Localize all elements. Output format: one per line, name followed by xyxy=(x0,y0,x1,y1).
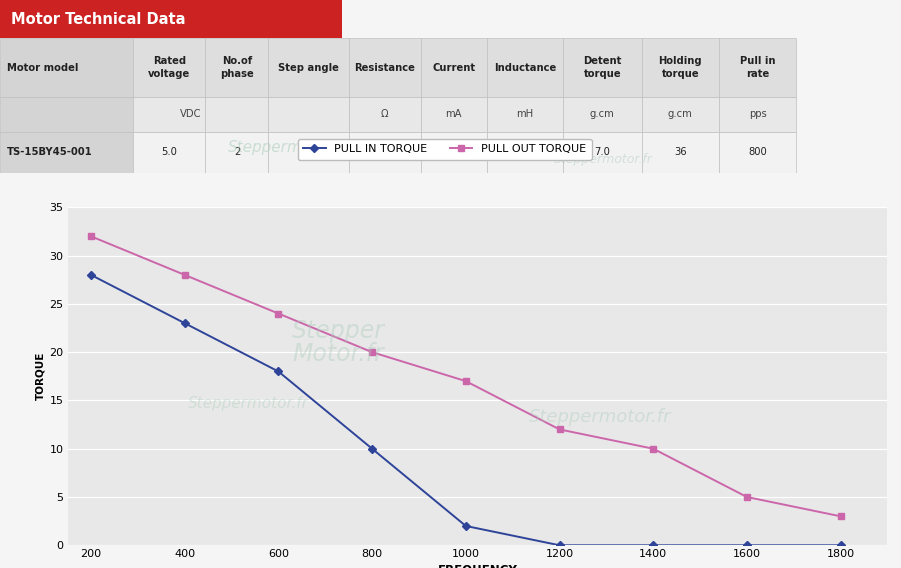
Text: Detent
torque: Detent torque xyxy=(583,56,622,79)
Text: TS-15BY45-001: TS-15BY45-001 xyxy=(7,148,93,157)
Text: 10: 10 xyxy=(378,148,391,157)
Text: Holding
torque: Holding torque xyxy=(659,56,702,79)
Text: Motor model: Motor model xyxy=(7,62,78,73)
Bar xyxy=(563,38,642,97)
Text: Steppermotor.fr: Steppermotor.fr xyxy=(228,140,349,154)
PULL OUT TORQUE xyxy=(367,349,378,356)
PULL OUT TORQUE xyxy=(648,445,659,452)
Text: Steppermotor.fr: Steppermotor.fr xyxy=(529,408,672,426)
Bar xyxy=(268,97,349,132)
Text: 7.0: 7.0 xyxy=(595,148,610,157)
PULL OUT TORQUE xyxy=(835,513,846,520)
Text: No.of
phase: No.of phase xyxy=(220,56,254,79)
Text: 36: 36 xyxy=(674,148,687,157)
Bar xyxy=(205,97,268,132)
Bar xyxy=(421,38,487,97)
Bar xyxy=(0,132,133,173)
Bar xyxy=(642,38,719,97)
Bar xyxy=(133,38,205,97)
Bar xyxy=(205,38,268,97)
Bar xyxy=(133,132,205,173)
PULL IN TORQUE xyxy=(273,368,284,375)
Line: PULL OUT TORQUE: PULL OUT TORQUE xyxy=(88,233,843,520)
X-axis label: FREQUENCY: FREQUENCY xyxy=(438,563,517,568)
PULL OUT TORQUE xyxy=(554,426,565,433)
PULL IN TORQUE xyxy=(86,272,96,278)
Text: g.cm: g.cm xyxy=(590,109,614,119)
Text: 5.0: 5.0 xyxy=(161,148,177,157)
Bar xyxy=(205,132,268,173)
Bar xyxy=(487,38,563,97)
Bar xyxy=(642,132,719,173)
Text: 18°: 18° xyxy=(300,148,317,157)
Text: 800: 800 xyxy=(749,148,767,157)
PULL OUT TORQUE xyxy=(460,378,471,385)
Bar xyxy=(719,97,796,132)
PULL IN TORQUE xyxy=(835,542,846,549)
Text: Steppermotor.fr: Steppermotor.fr xyxy=(554,153,653,166)
PULL IN TORQUE xyxy=(742,542,752,549)
PULL IN TORQUE xyxy=(179,320,190,327)
Bar xyxy=(563,132,642,173)
Bar xyxy=(642,97,719,132)
Text: 3: 3 xyxy=(522,148,528,157)
Text: VDC: VDC xyxy=(179,109,201,119)
Bar xyxy=(487,132,563,173)
Text: pps: pps xyxy=(749,109,767,119)
Bar xyxy=(0,0,342,38)
Bar xyxy=(349,97,421,132)
Text: Pull in
rate: Pull in rate xyxy=(740,56,776,79)
Bar xyxy=(268,132,349,173)
Bar xyxy=(719,132,796,173)
Bar xyxy=(421,132,487,173)
PULL OUT TORQUE xyxy=(86,233,96,240)
Text: Step angle: Step angle xyxy=(278,62,339,73)
PULL IN TORQUE xyxy=(460,523,471,529)
Bar xyxy=(349,38,421,97)
Bar xyxy=(421,97,487,132)
Text: mH: mH xyxy=(516,109,533,119)
Bar xyxy=(563,97,642,132)
Bar xyxy=(133,97,205,132)
Text: g.cm: g.cm xyxy=(668,109,693,119)
Text: Inductance: Inductance xyxy=(494,62,556,73)
Text: Resistance: Resistance xyxy=(354,62,415,73)
PULL IN TORQUE xyxy=(554,542,565,549)
Bar xyxy=(349,132,421,173)
PULL OUT TORQUE xyxy=(742,494,752,500)
Bar xyxy=(0,97,133,132)
Text: Ω: Ω xyxy=(381,109,388,119)
Bar xyxy=(487,97,563,132)
Bar xyxy=(268,38,349,97)
Bar xyxy=(719,38,796,97)
Line: PULL IN TORQUE: PULL IN TORQUE xyxy=(88,272,843,549)
Text: Current: Current xyxy=(432,62,475,73)
Legend: PULL IN TORQUE, PULL OUT TORQUE: PULL IN TORQUE, PULL OUT TORQUE xyxy=(298,139,592,160)
PULL OUT TORQUE xyxy=(179,272,190,278)
Text: 500: 500 xyxy=(444,148,463,157)
PULL IN TORQUE xyxy=(367,445,378,452)
Text: mA: mA xyxy=(445,109,462,119)
PULL OUT TORQUE xyxy=(273,310,284,317)
Text: Rated
voltage: Rated voltage xyxy=(149,56,190,79)
Y-axis label: TORQUE: TORQUE xyxy=(35,352,45,400)
Text: Stepper
Motor.fr: Stepper Motor.fr xyxy=(292,319,385,366)
Bar xyxy=(0,38,133,97)
Text: Motor Technical Data: Motor Technical Data xyxy=(11,11,186,27)
PULL IN TORQUE xyxy=(648,542,659,549)
Text: Steppermotor.fr: Steppermotor.fr xyxy=(187,396,308,411)
Text: 2: 2 xyxy=(233,148,241,157)
